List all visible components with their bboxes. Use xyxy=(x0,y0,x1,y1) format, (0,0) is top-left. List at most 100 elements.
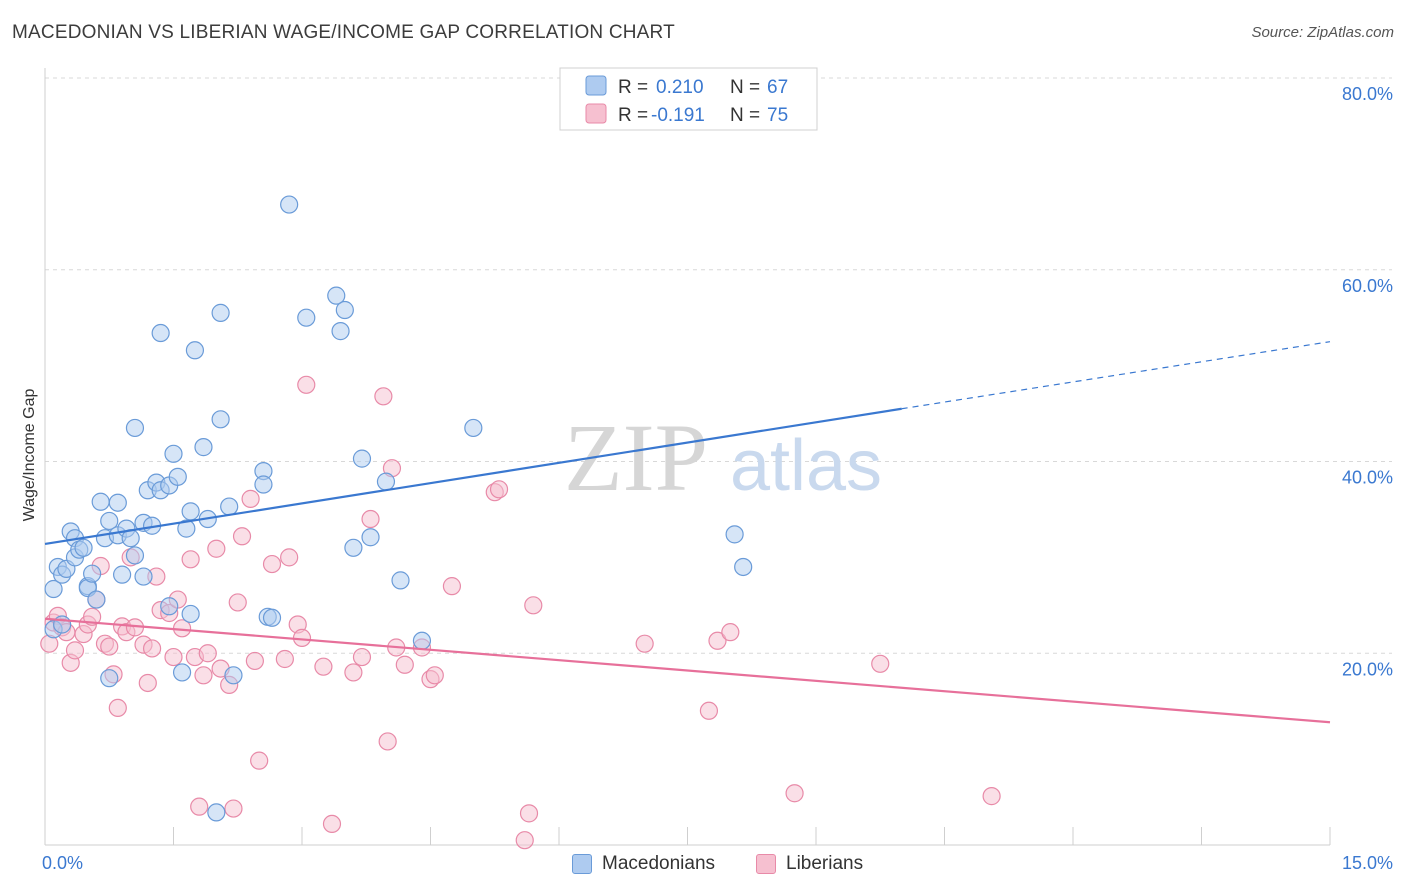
macedonians-point-62 xyxy=(391,571,410,590)
liberians-point-70 xyxy=(708,631,727,650)
y-tick-label-40: 40.0% xyxy=(1342,468,1393,488)
grid-lines xyxy=(45,77,1392,654)
liberians-point-48 xyxy=(297,375,316,394)
liberians-point-26 xyxy=(164,647,183,667)
liberians-point-50 xyxy=(322,814,342,834)
y-tick-label-20: 20.0% xyxy=(1342,659,1393,679)
macedonians-point-42 xyxy=(194,438,213,457)
liberians-point-73 xyxy=(871,654,890,673)
liberians-point-22 xyxy=(142,639,162,658)
legend-n-label-2: N = xyxy=(730,105,760,126)
macedonians-point-50 xyxy=(254,475,273,494)
liberians-point-62 xyxy=(442,577,462,596)
x-tick-label-min: 0.0% xyxy=(42,853,83,873)
legend-label-liberians: Liberians xyxy=(786,853,864,874)
macedonians-point-20 xyxy=(108,493,127,512)
liberians-point-34 xyxy=(207,539,226,558)
liberians-point-64 xyxy=(489,480,509,499)
macedonians-point-55 xyxy=(327,286,346,305)
legend-swatch-macedonians xyxy=(572,854,592,874)
liberians-point-72 xyxy=(785,784,804,803)
macedonians-trend-line xyxy=(44,407,902,546)
macedonians-point-47 xyxy=(220,497,239,516)
liberians-point-41 xyxy=(245,651,264,671)
macedonians-point-39 xyxy=(181,502,200,521)
y-tick-label-80: 80.0% xyxy=(1342,84,1393,104)
macedonians-point-36 xyxy=(168,467,187,486)
source-label: Source: ZipAtlas.com xyxy=(1251,24,1394,41)
liberians-point-39 xyxy=(232,527,252,546)
x-tick-label-max: 15.0% xyxy=(1342,853,1393,873)
liberians-point-21 xyxy=(138,673,157,693)
macedonians-point-54 xyxy=(297,308,316,327)
macedonians-point-60 xyxy=(361,528,380,547)
correlation-legend: R = 0.210 N = 67 R = -0.191 N = 75 xyxy=(559,67,818,131)
liberians-point-67 xyxy=(524,596,543,615)
macedonians-point-25 xyxy=(125,546,145,565)
liberians-point-69 xyxy=(699,701,719,720)
macedonians-point-53 xyxy=(280,195,299,214)
liberians-point-6 xyxy=(65,641,85,660)
macedonians-point-10 xyxy=(74,538,93,557)
legend-r-value-1: 0.210 xyxy=(656,77,704,98)
macedonians-point-57 xyxy=(335,300,354,320)
axes xyxy=(44,68,1331,846)
liberians-point-43 xyxy=(262,554,282,574)
y-axis-label: Wage/Income Gap xyxy=(21,389,38,522)
liberians-point-71 xyxy=(721,623,740,642)
legend-swatch-blue xyxy=(585,75,607,96)
liberians-point-65 xyxy=(515,831,534,850)
legend-swatch-liberians xyxy=(756,854,776,874)
liberians-point-9 xyxy=(83,607,102,626)
watermark-zip: ZIP xyxy=(564,404,708,511)
liberians-point-74 xyxy=(982,787,1001,806)
macedonians-point-61 xyxy=(376,472,396,491)
macedonians-point-17 xyxy=(100,511,119,531)
liberians-point-68 xyxy=(635,634,654,653)
liberians-point-61 xyxy=(425,666,444,685)
macedonians-point-63 xyxy=(412,631,432,650)
liberians-point-32 xyxy=(194,666,213,685)
macedonians-points xyxy=(44,195,753,822)
macedonians-point-40 xyxy=(181,604,200,624)
macedonians-point-46 xyxy=(211,410,230,429)
legend-n-label-1: N = xyxy=(730,77,760,98)
macedonians-point-18 xyxy=(100,669,119,688)
macedonians-point-21 xyxy=(112,565,132,584)
macedonians-point-35 xyxy=(164,444,183,463)
macedonians-point-64 xyxy=(464,418,483,438)
series-legend: Macedonians Liberians xyxy=(0,850,1406,880)
liberians-point-53 xyxy=(361,509,380,529)
liberians-point-33 xyxy=(198,644,217,663)
macedonians-point-13 xyxy=(83,564,102,583)
legend-r-label-1: R = xyxy=(618,77,648,98)
macedonians-point-58 xyxy=(344,538,363,557)
legend-item-liberians: Liberians xyxy=(756,853,863,875)
macedonians-point-24 xyxy=(125,418,145,438)
macedonians-point-59 xyxy=(352,449,372,468)
liberians-trend-line xyxy=(44,617,1331,724)
macedonians-point-41 xyxy=(185,341,205,360)
liberians-point-49 xyxy=(314,657,333,676)
macedonians-point-14 xyxy=(87,590,106,609)
legend-r-value-2: -0.191 xyxy=(651,105,705,126)
macedonians-point-44 xyxy=(207,803,226,822)
macedonians-point-45 xyxy=(211,303,230,322)
macedonians-point-32 xyxy=(151,323,170,343)
legend-n-value-1: 67 xyxy=(767,77,788,98)
liberians-point-38 xyxy=(228,593,247,612)
macedonians-point-26 xyxy=(134,567,153,586)
trend-lines xyxy=(44,341,1331,724)
chart-title: MACEDONIAN VS LIBERIAN WAGE/INCOME GAP C… xyxy=(12,22,675,43)
macedonians-point-66 xyxy=(734,557,753,577)
liberians-point-58 xyxy=(395,655,414,674)
legend-item-macedonians: Macedonians xyxy=(572,853,715,875)
macedonians-point-56 xyxy=(331,322,350,341)
macedonians-point-38 xyxy=(177,519,196,538)
watermark-atlas: atlas xyxy=(730,426,882,506)
liberians-point-37 xyxy=(224,799,243,818)
liberians-point-40 xyxy=(241,489,260,508)
macedonians-point-52 xyxy=(262,608,282,627)
liberians-point-31 xyxy=(190,797,209,816)
